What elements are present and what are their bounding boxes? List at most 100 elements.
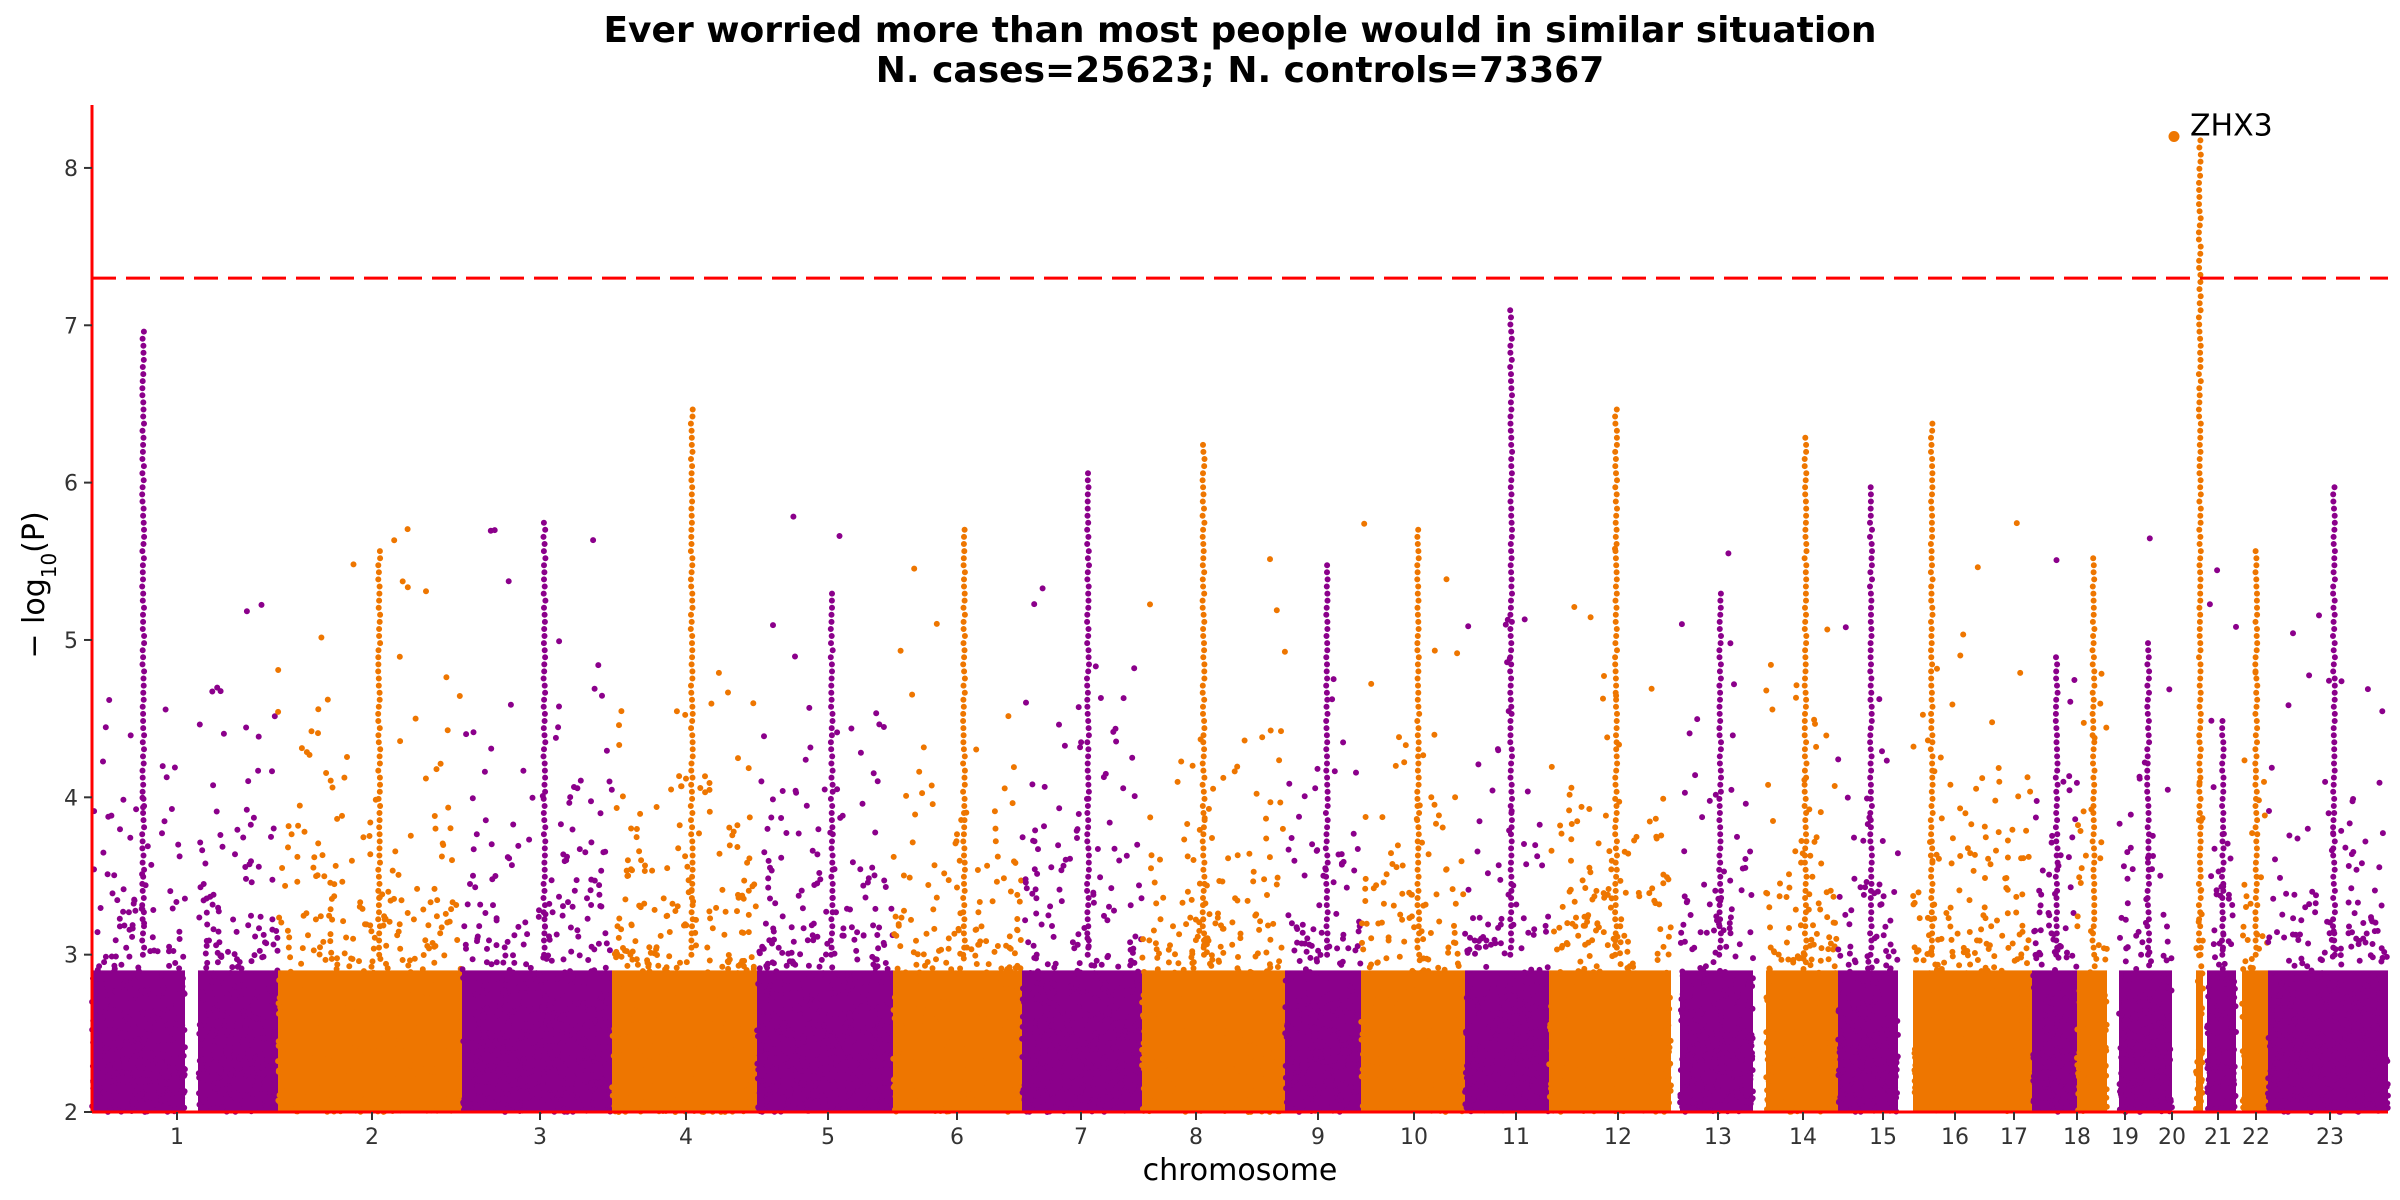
chromosome-17-points (2030, 557, 2080, 1115)
chromosome-11-points (1462, 307, 1552, 1115)
chromosome-7-scatter (1019, 585, 1145, 1115)
chromosome-11-scatter (1462, 616, 1552, 1115)
chromosome-9-points (1282, 562, 1364, 1115)
y-axis: 2 3 4 5 6 7 8 (64, 105, 94, 1126)
chromosome-22-scatter (2239, 669, 2271, 1114)
chromosome-10-scatter (1358, 520, 1468, 1115)
chromosome-3-scatter (459, 527, 615, 1115)
chromosome-22-peak (2252, 548, 2261, 958)
chromosome-10-peak (1414, 526, 1423, 958)
chromosome-6-scatter (890, 565, 1025, 1115)
x-tick-label-18: 18 (2063, 1125, 2091, 1150)
x-tick-label-20: 20 (2158, 1125, 2186, 1150)
x-tick-label-8: 8 (1189, 1125, 1203, 1150)
y-axis-title-sub: 10 (37, 553, 61, 578)
chromosome-11-peak (1507, 307, 1516, 958)
chromosome-7-peak (1084, 470, 1092, 958)
chromosome-8-scatter (1251, 556, 1288, 1115)
x-tick-label-7: 7 (1074, 1125, 1088, 1150)
x-tick-label-2: 2 (365, 1125, 379, 1150)
chromosome-18-scatter (2074, 670, 2110, 1114)
x-tick-label-17: 17 (2000, 1125, 2028, 1150)
chromosome-23-peak (2330, 484, 2338, 958)
chromosome-14-points (1763, 434, 1841, 1115)
x-tick-label-1: 1 (170, 1125, 184, 1150)
y-tick-label-3: 3 (64, 944, 78, 969)
y-tick-label-6: 6 (64, 472, 78, 497)
y-axis-title-main: − log (17, 578, 52, 658)
chromosome-2-points (275, 526, 465, 1115)
chromosome-19-peak (2144, 640, 2153, 958)
chromosome-1-points (195, 601, 281, 1115)
chromosome-21-peak (2219, 718, 2227, 958)
x-tick-label-16: 16 (1941, 1125, 1969, 1150)
chromosome-2-scatter (275, 526, 465, 1115)
chromosome-12-points (1546, 406, 1674, 1115)
chromosome-20-band (2196, 970, 2203, 1112)
annotation-label-ZHX3: ZHX3 (2190, 108, 2273, 143)
x-tick-label-14: 14 (1789, 1125, 1817, 1150)
chromosome-14-scatter (1763, 626, 1841, 1115)
x-axis: 1 2 3 4 5 6 7 8 9 10 11 12 13 14 15 16 17 18 19 20 21 22 23 (92, 1110, 2388, 1150)
chromosome-6-points (890, 526, 1025, 1115)
chromosome-17-peak (2052, 654, 2061, 958)
chromosome-13-points (1677, 550, 1757, 1115)
y-tick-label-4: 4 (64, 786, 78, 811)
y-tick-label-5: 5 (64, 629, 78, 654)
x-tick-label-4: 4 (679, 1125, 693, 1150)
x-tick-label-12: 12 (1604, 1125, 1632, 1150)
chromosome-3-peak (540, 519, 549, 958)
x-tick-label-6: 6 (950, 1125, 964, 1150)
chromosome-8-scatter (1139, 601, 1257, 1115)
y-tick-label-2: 2 (64, 1101, 78, 1126)
chromosome-20-scatter (2193, 779, 2206, 1113)
x-tick-label-10: 10 (1400, 1125, 1428, 1150)
chromosome-1-scatter (89, 697, 188, 1115)
chromosome-8-points (1251, 556, 1288, 1115)
chromosome-16-points (1910, 420, 1950, 1114)
chromosome-23-scatter (2265, 612, 2391, 1115)
chromosome-19-points (2116, 535, 2175, 1115)
chromosome-4-points (609, 406, 760, 1115)
chromosome-14-peak (1801, 434, 1810, 958)
chromosome-5-points (754, 513, 896, 1115)
x-axis-title: chromosome (1143, 1153, 1338, 1188)
chromosome-2-peak (375, 548, 384, 958)
chart-subtitle: N. cases=25623; N. controls=73367 (876, 50, 1605, 91)
chromosome-5-scatter (754, 513, 896, 1115)
chromosome-23-points (2265, 484, 2391, 1115)
chromosome-8-points (1139, 441, 1257, 1115)
chromosome-16-peak (1927, 420, 1936, 958)
x-tick-label-9: 9 (1311, 1125, 1325, 1150)
chromosome-20-peak (2195, 137, 2204, 958)
chromosome-7-points (1019, 470, 1145, 1115)
chromosome-1-peak (139, 328, 148, 958)
chromosome-20-points (2193, 137, 2206, 1113)
y-tick-label-7: 7 (64, 314, 78, 339)
y-tick-label-8: 8 (64, 157, 78, 182)
chart-title: Ever worried more than most people would… (603, 10, 1876, 51)
x-tick-label-21: 21 (2204, 1125, 2232, 1150)
x-tick-label-22: 22 (2242, 1125, 2270, 1150)
chromosome-16-scatter (1944, 520, 2035, 1115)
x-tick-label-3: 3 (533, 1125, 547, 1150)
chromosome-3-points (459, 519, 615, 1115)
chromosome-13-scatter (1677, 550, 1757, 1115)
x-tick-label-23: 23 (2316, 1125, 2344, 1150)
chromosome-16-scatter (1910, 665, 1950, 1114)
y-axis-title-tail: (P) (17, 511, 52, 553)
chromosome-22-points (2239, 548, 2271, 1114)
x-tick-label-13: 13 (1704, 1125, 1732, 1150)
chromosome-6-peak (960, 526, 968, 958)
x-tick-label-19: 19 (2111, 1125, 2139, 1150)
chromosome-15-scatter (1835, 624, 1901, 1115)
chromosome-15-peak (1867, 484, 1875, 958)
chromosome-10-points (1358, 520, 1468, 1115)
chromosome-21-points (2204, 567, 2239, 1114)
x-tick-label-15: 15 (1869, 1125, 1897, 1150)
chromosome-19-scatter (2116, 535, 2175, 1115)
chromosome-16-points (1944, 520, 2035, 1115)
x-tick-label-5: 5 (821, 1125, 835, 1150)
chromosome-1-points (89, 328, 188, 1115)
